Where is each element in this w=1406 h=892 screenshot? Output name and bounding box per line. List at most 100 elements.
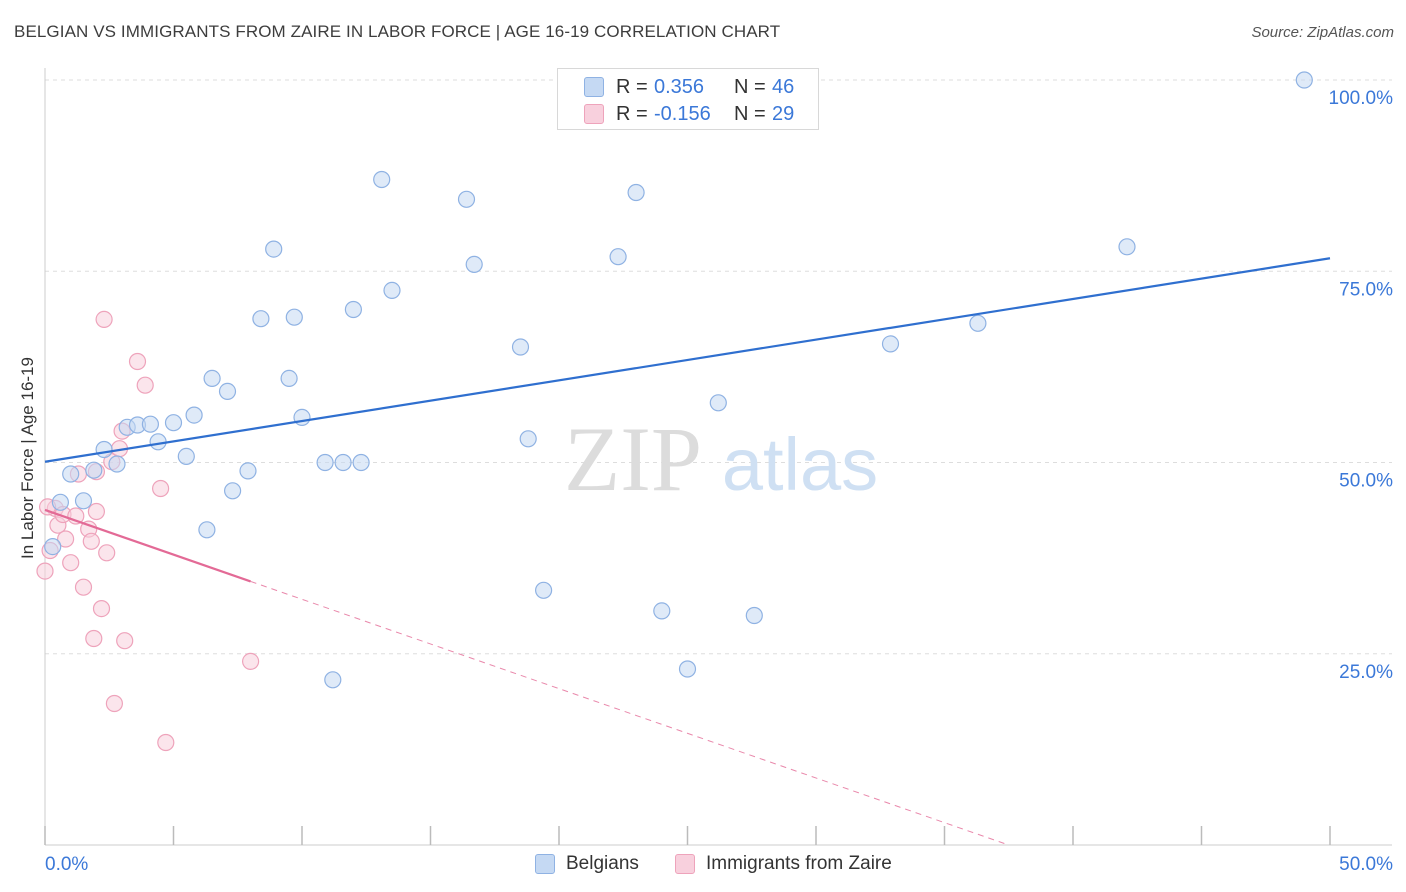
series-zaire-points	[36, 310, 260, 752]
belgian-point	[519, 430, 537, 448]
belgian-point	[198, 521, 216, 539]
series-belgians-points	[44, 71, 1313, 689]
belgian-point	[881, 335, 900, 353]
belgian-point	[62, 465, 80, 483]
zaire-point	[157, 733, 175, 752]
belgian-point	[373, 170, 391, 189]
belgian-point	[95, 440, 113, 459]
zaire-point	[56, 530, 75, 548]
tick-labels: 25.0% 50.0% 75.0% 100.0% 0.0% 50.0%	[45, 88, 1393, 875]
watermark-zip: ZIP	[564, 408, 702, 510]
belgian-point	[252, 310, 270, 328]
legend-swatch-belgians	[535, 854, 555, 874]
legend-swatch-zaire	[584, 104, 604, 124]
x-tick-label: 0.0%	[45, 854, 88, 875]
zaire-point	[87, 502, 106, 521]
zaire-point	[98, 544, 116, 562]
belgian-point	[51, 493, 70, 511]
source-label: Source: ZipAtlas.com	[1251, 24, 1394, 41]
zaire-point	[36, 562, 54, 580]
zaire-point	[136, 376, 154, 394]
belgian-point	[334, 453, 352, 472]
belgian-point	[239, 462, 257, 480]
zaire-point	[74, 578, 93, 596]
legend-n-label: N =	[734, 75, 766, 98]
belgian-point	[185, 406, 203, 424]
belgian-point	[1118, 238, 1136, 256]
belgian-point	[285, 308, 303, 326]
chart-title: BELGIAN VS IMMIGRANTS FROM ZAIRE IN LABO…	[14, 22, 781, 41]
belgian-point	[203, 369, 221, 387]
zaire-point	[95, 310, 113, 328]
belgian-point	[709, 394, 727, 412]
belgian-point	[1295, 71, 1313, 89]
belgian-point	[627, 183, 645, 202]
belgian-point	[85, 461, 103, 479]
legend-item-zaire[interactable]: Immigrants from Zaire	[675, 853, 892, 875]
legend-n-value: 46	[772, 75, 795, 98]
zaire-point	[242, 652, 260, 671]
legend-r-label: R =	[616, 102, 648, 125]
legend-item-belgians[interactable]: Belgians	[535, 853, 639, 875]
series-legend: Belgians Immigrants from Zaire	[0, 850, 1406, 878]
zaire-point	[152, 479, 170, 498]
legend-row-zaire: R = -0.156 N = 29	[558, 101, 794, 127]
belgian-point	[457, 190, 476, 208]
axes	[44, 68, 1392, 846]
zaire-point	[128, 352, 147, 371]
x-tick-label: 50.0%	[1339, 854, 1393, 875]
belgian-point	[344, 300, 362, 319]
belgian-point	[383, 281, 401, 299]
belgian-point	[265, 240, 283, 258]
belgians-trend-line	[44, 257, 1331, 463]
belgian-point	[465, 255, 483, 273]
zaire-trend-line	[44, 508, 251, 583]
belgian-point	[224, 482, 242, 500]
legend-r-value: 0.356	[654, 75, 705, 98]
y-tick-label: 100.0%	[1329, 88, 1394, 109]
belgian-point	[609, 248, 627, 266]
belgian-point	[218, 382, 237, 400]
belgian-point	[44, 537, 62, 556]
watermark-atlas: atlas	[722, 423, 878, 506]
zaire-trend-extension	[250, 580, 1009, 846]
y-tick-label: 25.0%	[1339, 662, 1393, 683]
belgian-point	[969, 314, 987, 332]
legend-swatch-zaire	[675, 854, 695, 874]
belgian-point	[653, 602, 671, 620]
watermark: ZIP atlas	[564, 408, 878, 510]
belgian-point	[316, 453, 334, 472]
belgian-point	[74, 492, 93, 510]
belgian-point	[149, 433, 167, 451]
belgian-point	[352, 453, 370, 472]
zaire-point	[116, 632, 134, 650]
belgian-point	[324, 671, 342, 689]
legend-swatch-belgians	[584, 77, 604, 97]
belgian-point	[141, 415, 159, 433]
belgian-point	[164, 414, 183, 432]
y-tick-label: 75.0%	[1339, 279, 1393, 300]
legend-label-zaire: Immigrants from Zaire	[706, 853, 892, 874]
legend-label-belgians: Belgians	[566, 853, 639, 874]
belgian-point	[280, 369, 298, 387]
belgian-point	[511, 338, 530, 356]
zaire-point	[62, 554, 80, 572]
trend-lines	[44, 257, 1331, 846]
zaire-point	[92, 599, 111, 618]
y-tick-label: 50.0%	[1339, 471, 1393, 492]
gridlines	[45, 79, 1392, 655]
legend-n-value: 29	[772, 102, 795, 125]
belgian-point	[745, 606, 763, 625]
belgian-point	[108, 455, 126, 473]
zaire-point	[105, 694, 124, 713]
zaire-point	[82, 532, 100, 550]
belgian-point	[534, 581, 553, 599]
legend-r-value: -0.156	[654, 102, 711, 125]
y-axis-label: In Labor Force | Age 16-19	[18, 357, 37, 559]
belgian-point	[177, 447, 195, 465]
zaire-point	[85, 629, 103, 648]
belgian-point	[678, 660, 697, 678]
legend-n-label: N =	[734, 102, 766, 125]
legend-r-label: R =	[616, 75, 648, 98]
